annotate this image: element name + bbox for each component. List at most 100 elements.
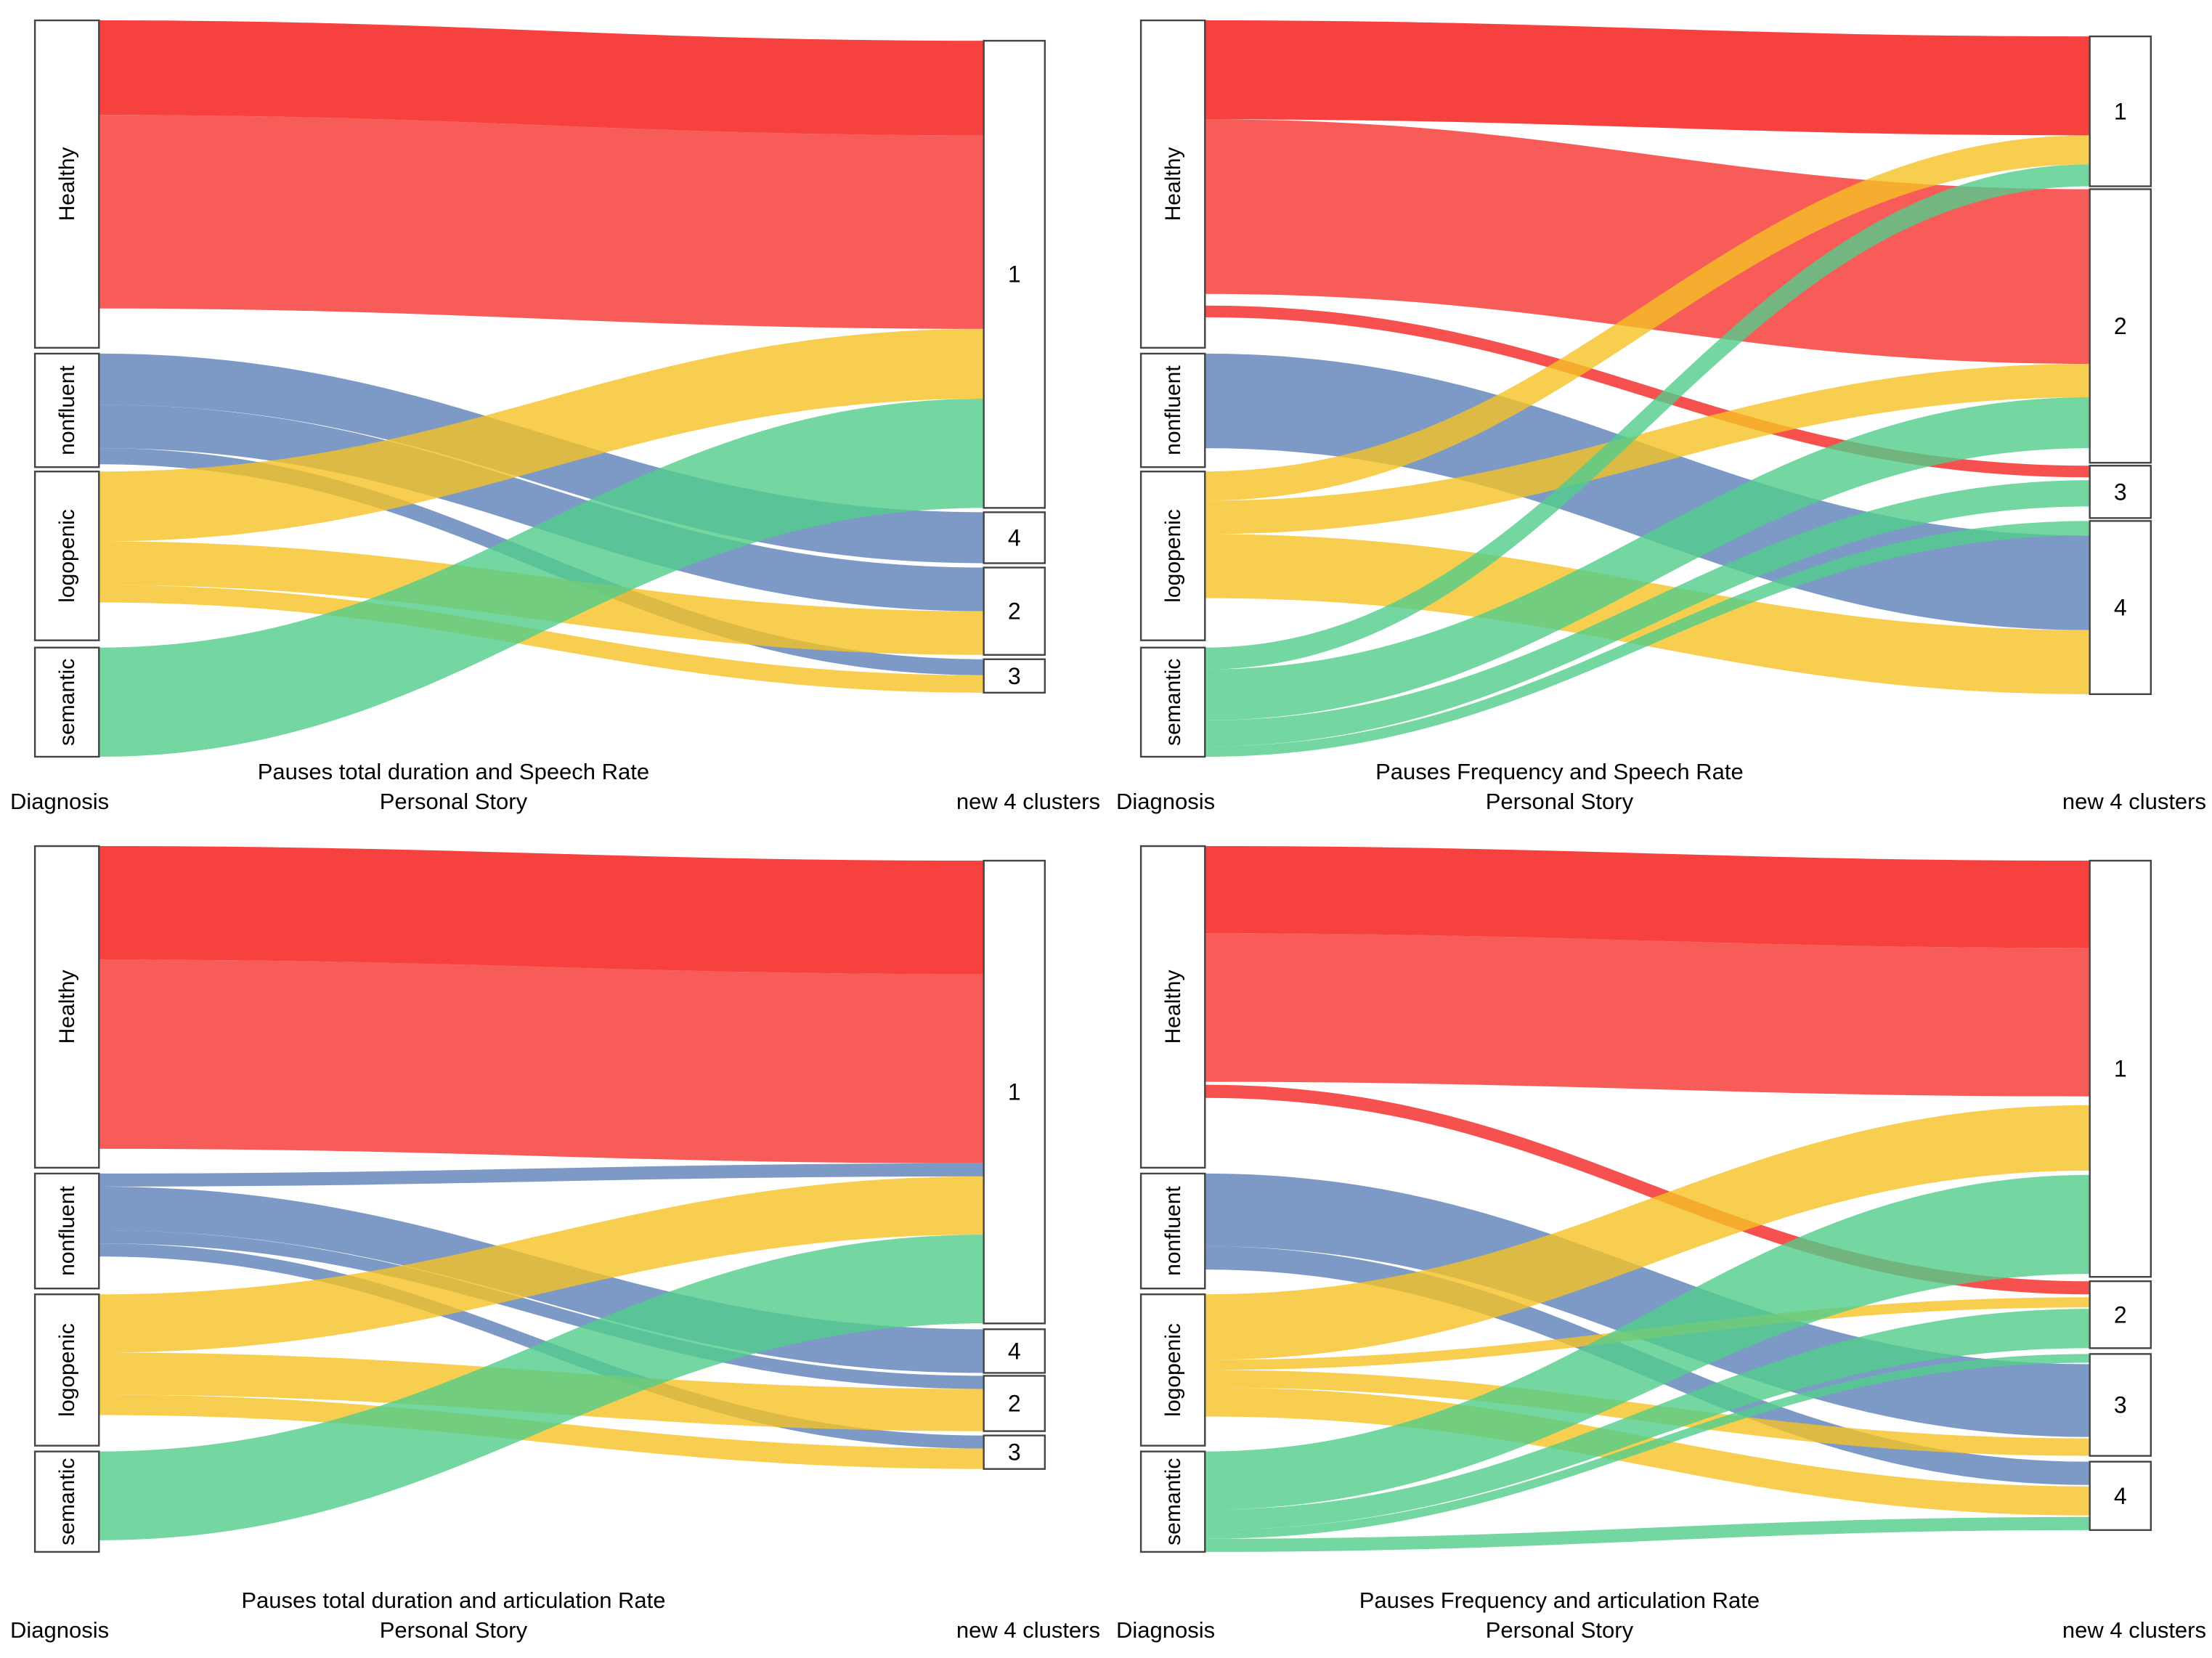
flow-logopenic-to-cluster-1	[1205, 1105, 2090, 1360]
sankey-svg: Healthy nonfluent logopenic semantic 1 4 2 3	[33, 845, 1046, 1553]
diagnosis-node-label: logopenic	[55, 1323, 79, 1417]
cluster-node-4	[2089, 520, 2152, 696]
cluster-node-1	[2089, 35, 2152, 187]
panel-title-line1: Pauses total duration and articulation R…	[241, 1588, 666, 1613]
flow-Healthy-to-cluster-1	[99, 20, 984, 136]
diagnosis-node-semantic	[1139, 646, 1206, 758]
flow-semantic-to-cluster-2	[1205, 397, 2090, 720]
diagnosis-node-logopenic	[1139, 471, 1206, 641]
panel-caption: Pauses total duration and articulation R…	[0, 1588, 1106, 1655]
cluster-node-label: 4	[2114, 595, 2127, 621]
cluster-node-3	[983, 1434, 1046, 1470]
cluster-node-2	[2089, 1280, 2152, 1349]
sankey-panel-bottom-left: Healthy nonfluent logopenic semantic 1 4 2 3 Pa…	[0, 829, 1106, 1658]
cluster-node-4	[983, 511, 1046, 564]
diagnosis-node-label: nonfluent	[1161, 365, 1185, 455]
flow-semantic-to-cluster-3	[1205, 480, 2090, 747]
diagnosis-node-nonfluent	[33, 1172, 100, 1290]
cluster-node-4	[2089, 1460, 2152, 1532]
panel-caption: Pauses Frequency and articulation Rate D…	[1106, 1588, 2212, 1655]
flow-semantic-to-cluster-1	[99, 1235, 984, 1540]
diagnosis-node-logopenic	[33, 471, 100, 641]
cluster-node-1	[2089, 859, 2152, 1278]
diagnosis-node-label: nonfluent	[55, 365, 79, 455]
diagnosis-node-label: semantic	[55, 659, 79, 746]
flow-Healthy-to-cluster-3	[1205, 305, 2090, 478]
cluster-node-label: 4	[1008, 1338, 1021, 1364]
diagnosis-node-nonfluent	[33, 352, 100, 468]
panel-title-line2: Personal Story	[379, 789, 528, 814]
diagnosis-node-logopenic	[1139, 1293, 1206, 1447]
diagnosis-node-semantic	[1139, 1450, 1206, 1553]
cluster-node-1	[983, 859, 1046, 1325]
right-axis-label: new 4 clusters	[956, 789, 1100, 814]
diagnosis-node-label: logopenic	[1161, 1323, 1185, 1417]
diagnosis-node-logopenic	[33, 1293, 100, 1447]
diagnosis-node-label: nonfluent	[1161, 1186, 1185, 1276]
diagnosis-node-semantic	[33, 1450, 100, 1553]
left-axis-label: Diagnosis	[10, 789, 110, 814]
diagnosis-node-label: Healthy	[55, 147, 79, 222]
flow-logopenic-to-cluster-1	[99, 328, 984, 542]
flow-semantic-to-cluster-1	[1205, 164, 2090, 670]
left-axis-label: Diagnosis	[1116, 789, 1216, 814]
cluster-node-3	[983, 658, 1046, 694]
left-axis-label: Diagnosis	[1116, 1617, 1216, 1643]
right-axis-label: new 4 clusters	[956, 1617, 1100, 1643]
cluster-node-label: 4	[1008, 524, 1021, 550]
diagnosis-node-semantic	[33, 646, 100, 758]
flow-semantic-to-cluster-4	[1205, 521, 2090, 757]
sankey-svg: Healthy nonfluent logopenic semantic 1 4 2 3	[33, 19, 1046, 758]
diagnosis-node-label: nonfluent	[55, 1186, 79, 1276]
sankey-panel-top-left: Healthy nonfluent logopenic semantic 1 4 2 3 Pa…	[0, 0, 1106, 829]
flow-semantic-to-cluster-2	[1205, 1309, 2090, 1530]
diagnosis-node-label: Healthy	[1161, 970, 1185, 1044]
flow-Healthy-to-cluster-1	[99, 846, 984, 975]
diagnosis-node-label: semantic	[1161, 659, 1185, 746]
flow-semantic-to-cluster-1	[1205, 1174, 2090, 1510]
sankey-svg: Healthy nonfluent logopenic semantic 1 2 3 4	[1139, 845, 2152, 1553]
flow-logopenic-to-cluster-1	[1205, 135, 2090, 501]
diagnosis-node-label: semantic	[55, 1458, 79, 1545]
sankey-panel-top-right: Healthy nonfluent logopenic semantic 1 2 3 4 Pa…	[1106, 0, 2212, 829]
flow-logopenic-to-cluster-3	[99, 585, 984, 693]
flow-logopenic-to-cluster-1	[99, 1176, 984, 1353]
flow-nonfluent-to-cluster-1	[99, 1163, 984, 1187]
cluster-node-label: 1	[1008, 261, 1021, 288]
cluster-node-4	[983, 1328, 1046, 1374]
diagnosis-node-Healthy	[33, 19, 100, 349]
flow-Healthy-to-cluster-1	[99, 115, 984, 329]
panel-title-line2: Personal Story	[1485, 789, 1634, 814]
cluster-node-2	[983, 1375, 1046, 1432]
diagnosis-node-label: logopenic	[1161, 509, 1185, 603]
flow-semantic-to-cluster-4	[1205, 1516, 2090, 1552]
flow-logopenic-to-cluster-2	[1205, 363, 2090, 535]
flow-Healthy-to-cluster-1	[1205, 20, 2090, 136]
cluster-node-3	[2089, 465, 2152, 519]
cluster-node-label: 2	[2114, 1301, 2127, 1328]
cluster-node-label: 3	[2114, 1392, 2127, 1418]
sankey-svg: Healthy nonfluent logopenic semantic 1 2 3 4	[1139, 19, 2152, 758]
cluster-node-label: 2	[1008, 1391, 1021, 1417]
panel-title-line2: Personal Story	[379, 1617, 528, 1643]
cluster-node-label: 3	[2114, 479, 2127, 505]
panel-caption: Pauses Frequency and Speech Rate Diagnos…	[1106, 760, 2212, 826]
flow-semantic-to-cluster-3	[1205, 1354, 2090, 1539]
flow-Healthy-to-cluster-1	[99, 959, 984, 1163]
cluster-node-1	[983, 39, 1046, 509]
left-axis-label: Diagnosis	[10, 1617, 110, 1643]
right-axis-label: new 4 clusters	[2062, 1617, 2206, 1643]
diagnosis-node-Healthy	[33, 845, 100, 1169]
right-axis-label: new 4 clusters	[2062, 789, 2206, 814]
flow-Healthy-to-cluster-1	[1205, 933, 2090, 1097]
diagnosis-node-nonfluent	[1139, 1172, 1206, 1290]
cluster-node-2	[983, 566, 1046, 656]
cluster-node-label: 3	[1008, 663, 1021, 689]
diagnosis-node-label: logopenic	[55, 509, 79, 603]
flow-Healthy-to-cluster-1	[1205, 846, 2090, 948]
panel-caption: Pauses total duration and Speech Rate Di…	[0, 760, 1106, 826]
flow-nonfluent-to-cluster-2	[99, 1230, 984, 1389]
cluster-node-label: 2	[1008, 598, 1021, 625]
cluster-node-label: 1	[2114, 98, 2127, 124]
